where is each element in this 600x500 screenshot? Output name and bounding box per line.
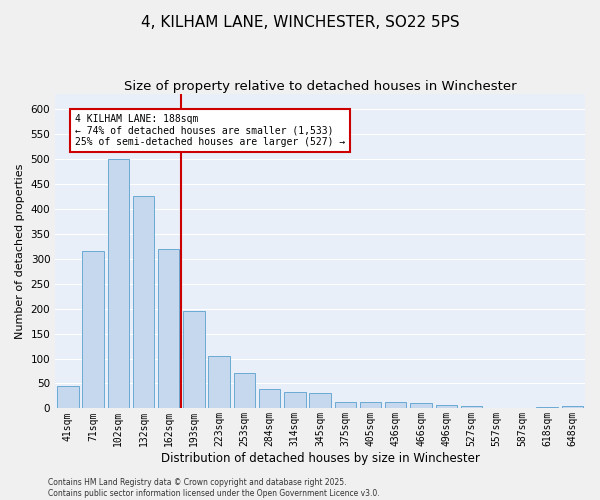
Text: 4 KILHAM LANE: 188sqm
← 74% of detached houses are smaller (1,533)
25% of semi-d: 4 KILHAM LANE: 188sqm ← 74% of detached … <box>76 114 346 148</box>
Bar <box>183 311 205 408</box>
Bar <box>57 386 79 408</box>
X-axis label: Distribution of detached houses by size in Winchester: Distribution of detached houses by size … <box>161 452 479 465</box>
Bar <box>233 374 255 408</box>
Bar <box>259 390 280 408</box>
Bar <box>133 196 154 408</box>
Title: Size of property relative to detached houses in Winchester: Size of property relative to detached ho… <box>124 80 517 93</box>
Bar <box>385 402 406 408</box>
Bar <box>208 356 230 408</box>
Bar <box>310 394 331 408</box>
Text: Contains HM Land Registry data © Crown copyright and database right 2025.
Contai: Contains HM Land Registry data © Crown c… <box>48 478 380 498</box>
Bar <box>107 159 129 408</box>
Bar <box>436 405 457 408</box>
Y-axis label: Number of detached properties: Number of detached properties <box>15 164 25 339</box>
Bar <box>82 252 104 408</box>
Bar <box>335 402 356 408</box>
Bar <box>284 392 305 408</box>
Text: 4, KILHAM LANE, WINCHESTER, SO22 5PS: 4, KILHAM LANE, WINCHESTER, SO22 5PS <box>140 15 460 30</box>
Bar <box>536 407 558 408</box>
Bar <box>461 406 482 408</box>
Bar <box>360 402 381 408</box>
Bar <box>410 404 432 408</box>
Bar <box>158 249 179 408</box>
Bar <box>562 406 583 408</box>
